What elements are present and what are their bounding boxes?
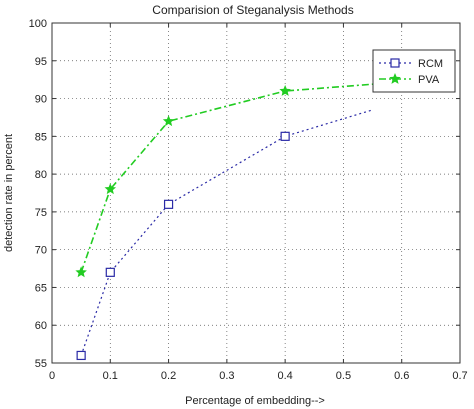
data-point-rcm <box>76 350 86 361</box>
y-tick-label: 80 <box>35 169 47 181</box>
legend-item-pva: PVA <box>379 72 440 86</box>
ticks: 0 0.1 0.2 0.3 0.4 0.5 0.6 0.7 55 60 65 70 75 80 85 90 95… <box>29 18 468 382</box>
y-tick-label: 100 <box>29 18 47 30</box>
legend-box <box>372 49 456 93</box>
data-point-rcm <box>163 199 174 209</box>
x-tick-label: 0.6 <box>394 370 409 382</box>
chart-title: Comparision of Steganalysis Methods <box>152 3 353 17</box>
x-tick-label: 0.3 <box>219 370 234 382</box>
x-tick-label: 0.4 <box>277 370 292 382</box>
data-point-rcm <box>280 131 290 141</box>
y-axis-label: detection rate in percent <box>3 134 15 252</box>
legend: RCM PVA <box>372 49 456 93</box>
series-pva <box>75 81 402 278</box>
data-point-pva <box>279 84 291 96</box>
y-tick-label: 85 <box>35 131 47 143</box>
legend-marker-rcm <box>390 58 400 68</box>
y-tick-label: 70 <box>35 245 47 257</box>
x-tick-label: 0.1 <box>103 370 118 382</box>
legend-label-rcm: RCM <box>418 58 443 70</box>
y-tick-label: 75 <box>35 207 47 219</box>
y-tick-label: 60 <box>35 320 47 332</box>
x-tick-label: 0.5 <box>336 370 351 382</box>
x-axis-label: Percentage of embedding--> <box>185 395 325 407</box>
legend-marker-pva <box>389 72 401 84</box>
x-tick-label: 0 <box>49 370 55 382</box>
data-point-pva <box>162 115 175 127</box>
series-layer <box>75 81 402 361</box>
data-point-pva <box>104 183 117 195</box>
legend-label-pva: PVA <box>418 74 440 86</box>
y-tick-label: 55 <box>35 358 47 370</box>
y-tick-label: 65 <box>35 282 47 294</box>
data-point-rcm <box>105 267 115 277</box>
data-point-pva <box>75 266 87 278</box>
x-tick-label: 0.2 <box>161 370 176 382</box>
y-tick-label: 95 <box>35 56 47 68</box>
legend-item-rcm: RCM <box>379 58 443 70</box>
y-tick-label: 90 <box>35 94 47 106</box>
plot-frame <box>51 22 461 364</box>
series-rcm <box>76 109 373 361</box>
x-tick-label: 0.7 <box>452 370 467 382</box>
